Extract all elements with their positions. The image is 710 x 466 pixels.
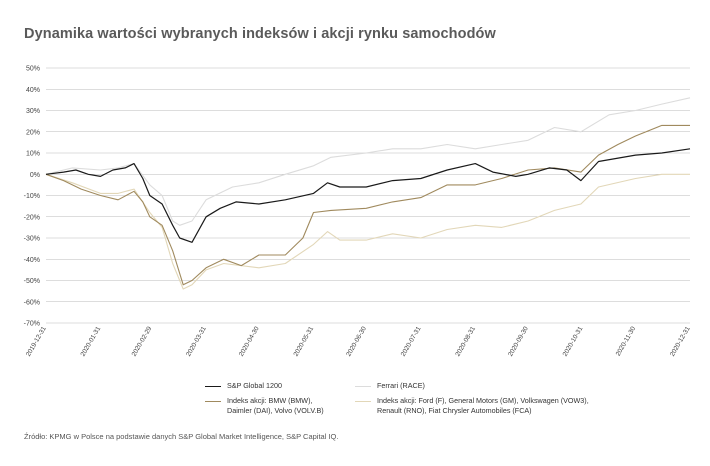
- x-tick-label: 2020-09-30: [507, 325, 530, 358]
- series-line-bmw: [45, 124, 690, 286]
- series-layer: [45, 97, 691, 290]
- chart-title: Dynamika wartości wybranych indeksów i a…: [24, 26, 496, 42]
- series-line-ferrari: [45, 97, 691, 226]
- legend-item-sp: S&P Global 1200: [205, 381, 282, 391]
- x-tick-label: 2019-12-31: [25, 325, 48, 358]
- legend-label-ford: Indeks akcji: Ford (F), General Motors (…: [377, 396, 589, 415]
- series-line-ford: [45, 173, 690, 290]
- y-tick-label: -40%: [24, 257, 40, 264]
- y-tick-label: -60%: [24, 299, 40, 306]
- x-tick-label: 2020-07-31: [400, 325, 423, 358]
- y-tick-label: 30%: [26, 108, 40, 115]
- legend-label-bmw: Indeks akcji: BMW (BMW), Daimler (DAI), …: [227, 396, 324, 415]
- y-tick-label: -10%: [24, 193, 40, 200]
- x-tick-label: 2020-03-31: [185, 325, 208, 358]
- x-tick-label: 2020-06-30: [345, 325, 368, 358]
- source-note: Źródło: KPMG w Polsce na podstawie danyc…: [24, 432, 339, 441]
- x-tick-label: 2020-11-30: [615, 325, 638, 357]
- legend-swatch-sp: [205, 386, 221, 387]
- series-line-sp: [45, 148, 691, 243]
- x-tick-label: 2020-01-31: [80, 325, 103, 358]
- x-tick-label: 2020-04-30: [238, 325, 261, 358]
- x-tick-label: 2020-12-31: [669, 325, 692, 358]
- x-tick-label: 2020-10-31: [562, 325, 585, 358]
- y-tick-label: 20%: [26, 129, 40, 136]
- y-tick-label: -30%: [24, 236, 40, 243]
- y-tick-label: -70%: [24, 321, 40, 328]
- legend-item-bmw: Indeks akcji: BMW (BMW), Daimler (DAI), …: [205, 396, 324, 415]
- legend-label-sp: S&P Global 1200: [227, 381, 283, 390]
- y-tick-label: -50%: [24, 278, 40, 285]
- legend-swatch-bmw: [205, 401, 221, 402]
- x-tick-label: 2020-02-29: [131, 325, 154, 358]
- legend-label-ferrari: Ferrari (RACE): [377, 381, 425, 390]
- x-tick-label: 2020-08-31: [454, 325, 477, 358]
- y-tick-label: 10%: [26, 151, 40, 158]
- y-tick-label: 0%: [30, 172, 40, 179]
- y-tick-label: 50%: [26, 66, 40, 73]
- x-tick-label: 2020-05-31: [292, 325, 315, 358]
- legend-swatch-ford: [355, 401, 371, 402]
- legend-item-ford: Indeks akcji: Ford (F), General Motors (…: [355, 396, 589, 415]
- x-axis-labels: 2019-12-31 2020-01-31 2020-02-29 2020-03-31…: [25, 325, 692, 358]
- y-tick-label: 40%: [26, 87, 40, 94]
- y-tick-label: -20%: [24, 214, 40, 221]
- legend-swatch-ferrari: [355, 386, 371, 387]
- legend-item-ferrari: Ferrari (RACE): [355, 381, 425, 391]
